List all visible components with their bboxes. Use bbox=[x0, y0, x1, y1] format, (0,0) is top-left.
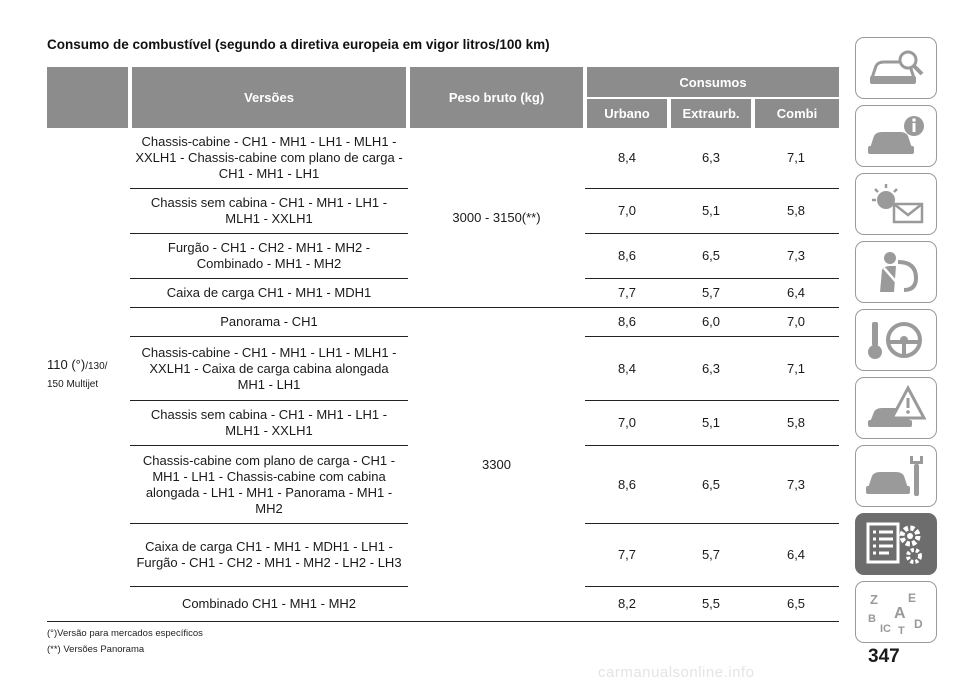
combined-value: 6,5 bbox=[753, 586, 840, 622]
header-extra-urban: Extraurb. bbox=[669, 97, 755, 128]
combined-value: 5,8 bbox=[753, 400, 840, 446]
extra-urban-value: 6,3 bbox=[669, 336, 753, 401]
svg-text:E: E bbox=[908, 591, 916, 605]
combined-value: 7,0 bbox=[753, 307, 840, 337]
table-row: Panorama - CH1 3300 8,6 6,0 7,0 bbox=[47, 307, 840, 622]
footnote-panorama: (**) Versões Panorama bbox=[47, 644, 145, 655]
header-combined: Combi bbox=[753, 97, 840, 128]
header-urban: Urbano bbox=[585, 97, 671, 128]
engine-model-suffix: /130/ 150 Multijet bbox=[47, 360, 108, 390]
combined-value: 7,1 bbox=[753, 128, 840, 189]
table-row: Chassis-cabine - CH1 - MH1 - LH1 - MLH1 … bbox=[47, 336, 840, 401]
urban-value: 8,6 bbox=[585, 445, 669, 524]
urban-value: 7,7 bbox=[585, 278, 669, 308]
urban-value: 8,4 bbox=[585, 336, 669, 401]
car-breakdown-warning-icon bbox=[868, 384, 927, 427]
header-blank bbox=[47, 67, 132, 128]
header-consumption: Consumos bbox=[585, 67, 840, 98]
combined-value: 7,1 bbox=[753, 336, 840, 401]
version-cell: Furgão - CH1 - CH2 - MH1 - MH2 - Combina… bbox=[130, 233, 408, 279]
version-cell: Panorama - CH1 bbox=[130, 307, 408, 337]
svg-text:D: D bbox=[914, 617, 923, 631]
urban-value: 8,2 bbox=[585, 586, 669, 622]
urban-value: 8,4 bbox=[585, 128, 669, 189]
table-row: 110 (°)/130/ 150 Multijet Chassis-cabine… bbox=[47, 128, 840, 622]
car-info-icon bbox=[868, 116, 924, 154]
tab-car-info[interactable] bbox=[855, 105, 937, 167]
urban-value: 7,0 bbox=[585, 188, 669, 234]
footnotes: (°)Versão para mercados específicos (**)… bbox=[47, 626, 203, 658]
urban-value: 7,0 bbox=[585, 400, 669, 446]
header-weight: Peso bruto (kg) bbox=[408, 67, 587, 128]
extra-urban-value: 6,3 bbox=[669, 128, 753, 189]
combined-value: 7,3 bbox=[753, 445, 840, 524]
svg-text:A: A bbox=[894, 605, 906, 622]
table-row: Chassis-cabine com plano de carga - CH1 … bbox=[47, 445, 840, 524]
car-search-icon bbox=[869, 50, 924, 84]
extra-urban-value: 6,5 bbox=[669, 445, 753, 524]
alphabet-index-icon: Z E B AIC T D bbox=[868, 591, 923, 636]
table-row: Furgão - CH1 - CH2 - MH1 - MH2 - Combina… bbox=[47, 233, 840, 279]
extra-urban-value: 6,0 bbox=[669, 307, 753, 337]
tab-technical-data[interactable] bbox=[855, 513, 937, 575]
table-row: Caixa de carga CH1 - MH1 - MDH1 7,7 5,7 … bbox=[47, 278, 840, 308]
footnote-markets: (°)Versão para mercados específicos bbox=[47, 628, 203, 639]
urban-value: 8,6 bbox=[585, 307, 669, 337]
tab-warning-lights[interactable] bbox=[855, 173, 937, 235]
table-row: Chassis sem cabina - CH1 - MH1 - LH1 - M… bbox=[47, 400, 840, 446]
version-cell: Combinado CH1 - MH1 - MH2 bbox=[130, 586, 408, 622]
tab-car-search[interactable] bbox=[855, 37, 937, 99]
extra-urban-value: 5,1 bbox=[669, 188, 753, 234]
urban-value: 7,7 bbox=[585, 523, 669, 587]
combined-value: 6,4 bbox=[753, 523, 840, 587]
version-cell: Chassis sem cabina - CH1 - MH1 - LH1 - M… bbox=[130, 188, 408, 234]
table-row: Combinado CH1 - MH1 - MH2 8,2 5,5 6,5 bbox=[47, 586, 840, 622]
combined-value: 5,8 bbox=[753, 188, 840, 234]
header-versions: Versões bbox=[130, 67, 410, 128]
warning-light-message-icon bbox=[872, 184, 924, 224]
version-cell: Caixa de carga CH1 - MH1 - MDH1 bbox=[130, 278, 408, 308]
tab-starting-driving[interactable] bbox=[855, 309, 937, 371]
tab-index[interactable]: Z E B A IC T D bbox=[855, 581, 937, 643]
weight-cell: 3300 bbox=[408, 307, 585, 622]
tab-maintenance[interactable] bbox=[855, 445, 937, 507]
svg-text:B: B bbox=[868, 613, 876, 625]
fuel-consumption-table: Versões Peso bruto (kg) Consumos Urbano … bbox=[47, 67, 840, 622]
tab-emergency[interactable] bbox=[855, 377, 937, 439]
extra-urban-value: 5,7 bbox=[669, 523, 753, 587]
urban-value: 8,6 bbox=[585, 233, 669, 279]
engine-model-label: 110 (°) bbox=[47, 356, 86, 372]
table-row: Caixa de carga CH1 - MH1 - MDH1 - LH1 - … bbox=[47, 523, 840, 587]
table-row: Chassis sem cabina - CH1 - MH1 - LH1 - M… bbox=[47, 188, 840, 234]
seatbelt-airbag-icon bbox=[880, 252, 919, 292]
page-title: Consumo de combustível (segundo a direti… bbox=[47, 37, 550, 52]
combined-value: 6,4 bbox=[753, 278, 840, 308]
car-wrench-icon bbox=[866, 456, 923, 496]
version-cell: Chassis sem cabina - CH1 - MH1 - LH1 - M… bbox=[130, 400, 408, 446]
version-cell: Chassis-cabine - CH1 - MH1 - LH1 - MLH1 … bbox=[130, 128, 408, 189]
weight-cell: 3000 - 3150(**) bbox=[408, 128, 585, 308]
extra-urban-value: 5,1 bbox=[669, 400, 753, 446]
key-steering-wheel-icon bbox=[868, 322, 922, 359]
svg-text:IC: IC bbox=[880, 623, 891, 635]
svg-text:T: T bbox=[898, 625, 905, 636]
tab-safety[interactable] bbox=[855, 241, 937, 303]
version-cell: Caixa de carga CH1 - MH1 - MDH1 - LH1 - … bbox=[130, 523, 408, 587]
extra-urban-value: 5,7 bbox=[669, 278, 753, 308]
engine-model-cell: 110 (°)/130/ 150 Multijet bbox=[47, 128, 130, 622]
page-number: 347 bbox=[868, 646, 900, 667]
extra-urban-value: 6,5 bbox=[669, 233, 753, 279]
version-cell: Chassis-cabine com plano de carga - CH1 … bbox=[130, 445, 408, 524]
svg-text:Z: Z bbox=[870, 592, 878, 607]
combined-value: 7,3 bbox=[753, 233, 840, 279]
extra-urban-value: 5,5 bbox=[669, 586, 753, 622]
version-cell: Chassis-cabine - CH1 - MH1 - LH1 - MLH1 … bbox=[130, 336, 408, 401]
chapter-tabs: Z E B A IC T D bbox=[855, 37, 937, 649]
watermark: carmanualsonline.info bbox=[598, 664, 755, 681]
specs-gears-icon bbox=[866, 522, 922, 564]
